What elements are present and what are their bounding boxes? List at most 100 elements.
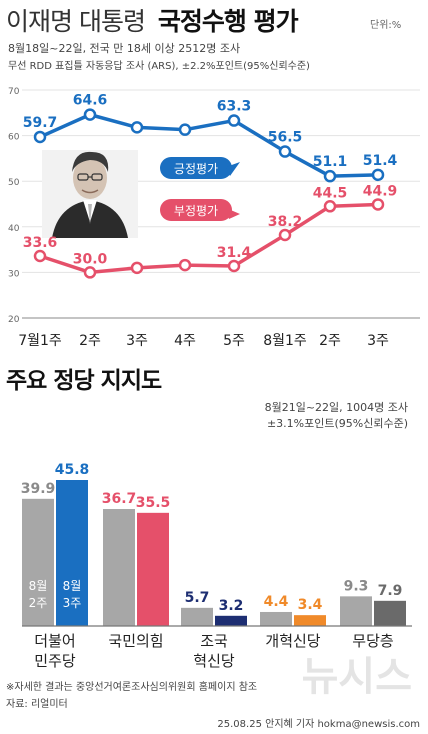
series-line-negative <box>39 202 379 275</box>
data-label: 59.7 <box>23 115 58 131</box>
page-title: 이재명 대통령 국정수행 평가 <box>6 7 299 36</box>
x-tick-label: 3주 <box>126 333 148 349</box>
data-point <box>130 261 144 275</box>
data-point <box>371 198 385 211</box>
data-point <box>83 108 97 121</box>
bar-curr <box>374 600 406 626</box>
x-tick-label: 5주 <box>223 333 245 349</box>
party-support-bar-chart: 39.9 45.8 8월 2주 8월 3주 36.7 35.5 5.7 3.2 4.4 3.4 9.3 7… <box>21 462 412 670</box>
period-label-curr: 3주 <box>63 596 82 610</box>
bar-label-prev: 9.3 <box>344 578 369 594</box>
bar-label-curr: 45.8 <box>55 462 90 478</box>
data-point <box>227 259 241 273</box>
data-label: 64.6 <box>73 93 108 109</box>
unit-label: 단위:% <box>370 18 401 31</box>
party-label: 조국 <box>200 632 228 650</box>
party-label: 무당층 <box>352 632 393 650</box>
bar-label-prev: 5.7 <box>185 590 210 606</box>
line-chart-data-labels: 59.7 64.6 63.3 56.5 51.1 51.4 33.6 30.0 31.4 38.2… <box>23 93 398 268</box>
x-tick-label: 7월1주 <box>18 333 62 349</box>
period-label-curr: 8월 <box>63 579 82 593</box>
bar-curr <box>137 512 169 626</box>
data-label: 44.9 <box>363 183 398 199</box>
bar-prev <box>181 607 213 626</box>
bar-label-prev: 39.9 <box>21 481 56 497</box>
data-point <box>178 258 192 272</box>
newsis-watermark-logo: 뉴시스 <box>302 654 412 700</box>
data-point <box>178 123 192 136</box>
bar-prev <box>260 611 292 626</box>
survey-info-line2: 무선 RDD 표집틀 자동응답 조사 (ARS), ±2.2%포인트(95%신뢰… <box>8 60 310 72</box>
data-point <box>33 130 47 144</box>
party-label-line2: 민주당 <box>34 652 76 670</box>
legend-positive: 긍정평가 <box>160 157 240 179</box>
party-label: 더불어 <box>34 632 75 650</box>
data-label: 31.4 <box>217 245 252 261</box>
bar-label-curr: 7.9 <box>378 583 403 599</box>
data-point <box>278 228 292 242</box>
data-label: 44.5 <box>313 185 348 201</box>
data-label: 33.6 <box>23 235 58 251</box>
x-tick-label: 2주 <box>319 333 341 349</box>
legend-negative-label: 부정평가 <box>174 204 218 218</box>
bar-curr <box>215 615 247 626</box>
bar-label-prev: 4.4 <box>264 594 289 610</box>
data-point <box>130 121 144 134</box>
data-point <box>323 200 337 213</box>
legend-negative: 부정평가 <box>160 199 240 221</box>
x-tick-label: 8월1주 <box>263 333 307 349</box>
bar-prev <box>103 509 135 626</box>
bar-label-curr: 3.2 <box>219 598 244 614</box>
footnote: ※자세한 결과는 중앙선거여론조사심의위원회 홈페이지 참조 <box>6 680 257 693</box>
bar-curr <box>56 480 88 626</box>
y-tick-label: 50 <box>8 178 20 188</box>
data-point <box>227 114 241 127</box>
bar-label-curr: 3.4 <box>298 597 323 613</box>
party-label: 개혁신당 <box>265 632 320 650</box>
x-tick-label: 3주 <box>367 333 389 349</box>
period-label-prev: 8월 <box>29 579 48 593</box>
data-label: 56.5 <box>268 130 303 146</box>
data-label: 38.2 <box>268 214 303 230</box>
bar-survey-line2: ±3.1%포인트(95%신뢰수준) <box>267 417 408 430</box>
data-point <box>323 169 337 183</box>
legend-positive-label: 긍정평가 <box>174 162 218 176</box>
president-portrait-icon <box>42 150 138 238</box>
bar-curr <box>294 615 326 626</box>
y-tick-label: 60 <box>8 133 20 143</box>
credit-label: 25.08.25 안지혜 기자 hokma@newsis.com <box>217 718 420 730</box>
data-label: 30.0 <box>73 251 108 267</box>
line-chart-x-labels: 7월1주 2주 3주 4주 5주 8월1주 2주 3주 <box>18 333 389 349</box>
data-point <box>83 266 97 279</box>
bar-chart-bars: 39.9 45.8 8월 2주 8월 3주 36.7 35.5 5.7 3.2 4.4 3.4 9.3 7… <box>21 462 406 626</box>
x-tick-label: 4주 <box>174 333 196 349</box>
data-label: 51.1 <box>313 154 348 170</box>
y-tick-label: 20 <box>8 315 20 325</box>
bar-prev <box>22 498 54 626</box>
bar-chart-title: 주요 정당 지지도 <box>6 368 162 394</box>
line-chart-y-ticks: 70 60 50 40 30 20 <box>8 87 20 325</box>
y-tick-label: 70 <box>8 87 20 97</box>
bar-label-curr: 35.5 <box>136 495 171 511</box>
data-label: 51.4 <box>363 153 398 169</box>
series-line-positive <box>39 112 379 178</box>
bar-survey-line1: 8월21일~22일, 1004명 조사 <box>265 400 408 414</box>
party-label-line2: 혁신당 <box>193 652 235 670</box>
line-chart-series <box>33 108 385 279</box>
data-point <box>33 249 47 263</box>
data-point <box>278 145 292 158</box>
survey-info-line1: 8월18일~22일, 전국 만 18세 이상 2512명 조사 <box>8 41 240 55</box>
source-label: 자료: 리얼미터 <box>6 698 68 710</box>
title-bold: 국정수행 평가 <box>158 7 299 36</box>
y-tick-label: 30 <box>8 269 20 279</box>
bar-prev <box>340 596 372 626</box>
party-label: 국민의힘 <box>108 632 163 650</box>
period-label-prev: 2주 <box>29 596 48 610</box>
approval-line-chart: 70 60 50 40 30 20 59.7 64.6 63.3 56.5 51.1 51.4 33.… <box>8 87 420 349</box>
title-light: 이재명 대통령 <box>6 7 145 36</box>
bar-label-prev: 36.7 <box>102 491 137 507</box>
y-tick-label: 40 <box>8 224 20 234</box>
x-tick-label: 2주 <box>79 333 101 349</box>
